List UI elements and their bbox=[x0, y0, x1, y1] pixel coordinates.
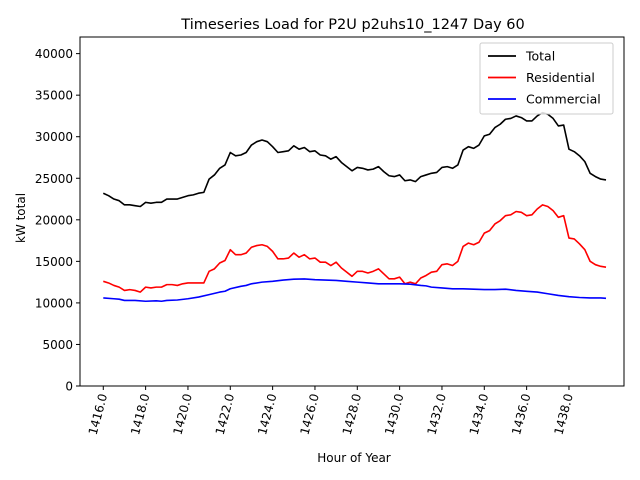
y-tick-label: 5000 bbox=[42, 338, 73, 352]
legend: Total Residential Commercial bbox=[479, 42, 614, 115]
y-tick-label: 40000 bbox=[35, 47, 73, 61]
y-tick-label: 20000 bbox=[35, 213, 73, 227]
series-line-residential bbox=[103, 204, 607, 293]
y-tick-label: 10000 bbox=[35, 296, 73, 310]
series-layer bbox=[102, 111, 607, 303]
y-tick-label: 35000 bbox=[35, 89, 73, 103]
legend-box bbox=[479, 42, 614, 115]
axes-frame bbox=[79, 36, 625, 387]
y-axis-label: kW total bbox=[14, 193, 28, 243]
legend-label-commercial: Commercial bbox=[526, 92, 601, 107]
y-tick-label: 30000 bbox=[35, 130, 73, 144]
legend-label-total: Total bbox=[525, 49, 555, 64]
legend-label-residential: Residential bbox=[526, 70, 595, 85]
y-tick-label: 15000 bbox=[35, 255, 73, 269]
y-tick-label: 25000 bbox=[35, 172, 73, 186]
series-line-commercial bbox=[103, 278, 607, 303]
x-axis-label: Hour of Year bbox=[317, 451, 391, 465]
chart-title: Timeseries Load for P2U p2uhs10_1247 Day… bbox=[180, 17, 524, 33]
series-line-total bbox=[102, 111, 607, 208]
plot-area bbox=[79, 36, 625, 387]
y-axis-ticks: 0 5000 10000 15000 20000 25000 30000 35000 40000 bbox=[35, 47, 80, 394]
y-tick-label: 0 bbox=[65, 380, 73, 394]
